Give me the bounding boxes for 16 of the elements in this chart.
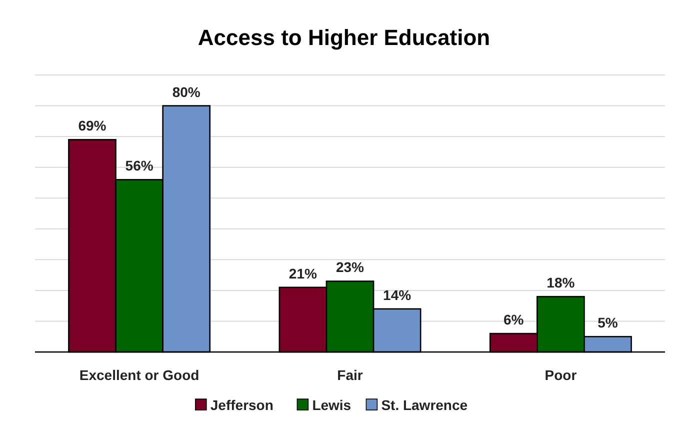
data-label: 21% <box>288 265 318 282</box>
legend-label: Jefferson <box>210 397 274 413</box>
data-label: 23% <box>336 259 365 276</box>
legend-label: Lewis <box>312 397 352 413</box>
x-tick-label: Excellent or Good <box>79 367 200 383</box>
x-tick-label: Poor <box>544 367 578 383</box>
data-label: 14% <box>383 286 412 303</box>
data-label: 18% <box>546 274 576 291</box>
data-label: 69% <box>78 118 107 134</box>
data-label: 6% <box>504 312 524 328</box>
data-label: 80% <box>172 84 201 100</box>
legend-label: St. Lawrence <box>381 397 468 413</box>
data-label: 5% <box>598 314 618 331</box>
x-tick-label: Fair <box>337 367 364 383</box>
data-label: 56% <box>125 158 154 174</box>
chart-title: Access to Higher Education <box>198 25 490 50</box>
